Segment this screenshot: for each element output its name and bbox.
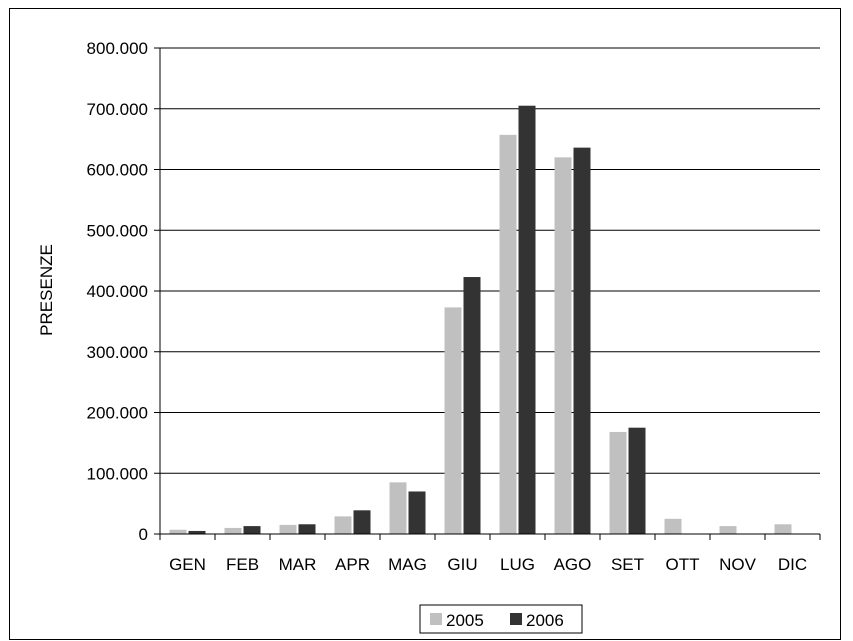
x-tick-label: FEB: [226, 555, 259, 574]
bar-2006-APR: [353, 510, 371, 534]
x-tick-label: DIC: [778, 555, 807, 574]
bar-2006-FEB: [243, 526, 261, 534]
x-tick-label: NOV: [719, 555, 757, 574]
legend-label-2005: 2005: [446, 611, 484, 630]
legend: 2005 2006: [419, 604, 583, 634]
x-tick-label: OTT: [666, 555, 700, 574]
x-tick-label: MAG: [388, 555, 427, 574]
y-tick-label: 0: [139, 525, 148, 544]
bar-2005-APR: [334, 516, 352, 534]
y-tick-label: 800.000: [87, 39, 148, 58]
y-tick-label: 700.000: [87, 100, 148, 119]
x-tick-label: LUG: [500, 555, 535, 574]
y-tick-label: 500.000: [87, 221, 148, 240]
bars: [169, 105, 792, 535]
x-tick-label: SET: [611, 555, 644, 574]
bar-2006-GIU: [463, 277, 481, 534]
gridlines: [154, 47, 820, 535]
legend-box: [419, 604, 583, 634]
x-tick-label: AGO: [554, 555, 592, 574]
bar-2005-SET: [609, 431, 627, 534]
x-tick-label: MAR: [279, 555, 317, 574]
y-tick-label: 300.000: [87, 343, 148, 362]
y-tick-labels: 0 100.000 200.000 300.000 400.000 500.000 600.…: [87, 39, 148, 544]
y-tick-label: 200.000: [87, 404, 148, 423]
bar-2006-GEN: [188, 530, 206, 534]
x-tick-label: GEN: [169, 555, 206, 574]
bar-2005-MAR: [279, 524, 297, 534]
bar-2005-LUG: [499, 134, 517, 534]
bar-2005-NOV: [719, 526, 737, 534]
y-tick-label: 400.000: [87, 282, 148, 301]
y-tick-label: 100.000: [87, 464, 148, 483]
chart-frame: [9, 8, 841, 640]
bar-2006-MAR: [298, 524, 316, 534]
bar-2005-GEN: [169, 529, 187, 534]
axes: [159, 48, 821, 540]
bar-2005-DIC: [774, 524, 792, 534]
bar-2006-LUG: [518, 105, 536, 535]
x-tick-label: APR: [335, 555, 370, 574]
bar-2005-MAG: [389, 482, 407, 534]
bar-2006-MAG: [408, 491, 426, 534]
legend-swatch-2005: [430, 613, 442, 625]
y-tick-label: 600.000: [87, 161, 148, 180]
x-tick-label: GIU: [447, 555, 477, 574]
bar-2005-GIU: [444, 307, 462, 534]
legend-swatch-2006: [510, 613, 522, 625]
legend-label-2006: 2006: [526, 611, 564, 630]
y-axis-title: PRESENZE: [37, 244, 56, 336]
bar-2005-OTT: [664, 518, 682, 534]
bar-2005-FEB: [224, 527, 242, 534]
x-tick-labels: GEN FEB MAR APR MAG GIU LUG AGO SET OTT NOV DIC: [169, 555, 807, 574]
bar-2006-AGO: [573, 147, 591, 534]
bar-2006-SET: [628, 427, 646, 534]
bar-2005-AGO: [554, 157, 572, 534]
